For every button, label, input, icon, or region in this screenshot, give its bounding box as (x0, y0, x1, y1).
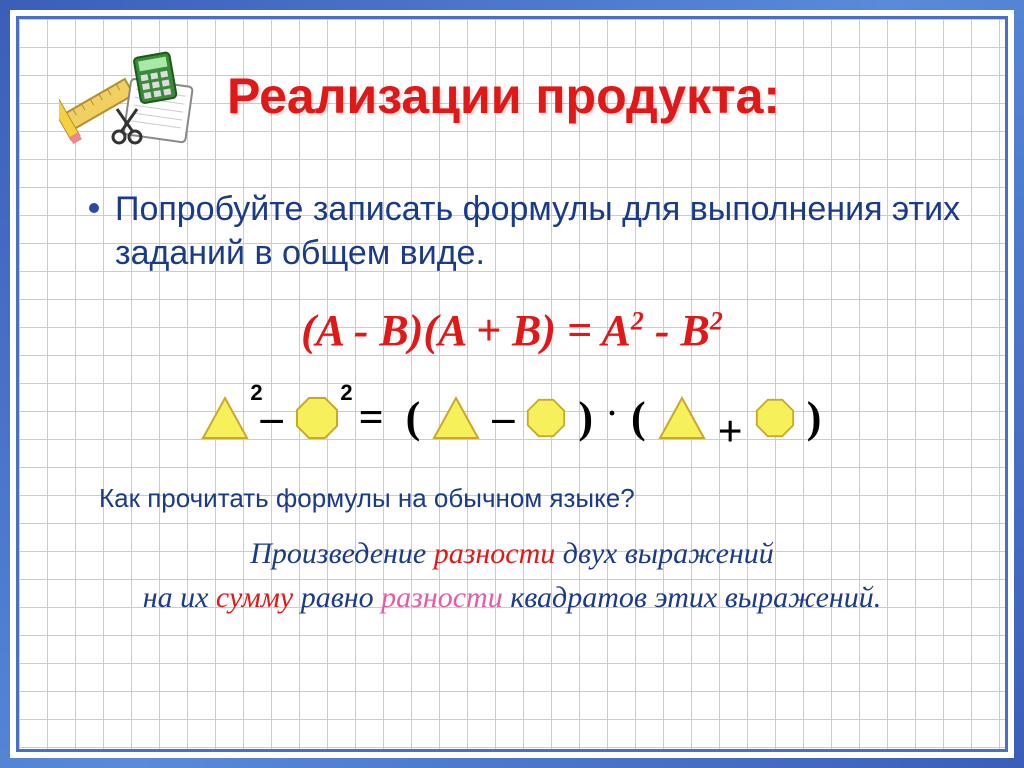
header-row: Реализации продукта: (59, 47, 965, 157)
rule-part: равно (293, 581, 381, 614)
rule-text: Произведение разности двух выражений на … (59, 532, 965, 619)
rule-part: Произведение (250, 537, 434, 570)
exponent-2: 2 (340, 380, 352, 406)
plus-op: + (716, 406, 745, 457)
paren-open: ( (404, 392, 423, 443)
dot-op: · (605, 397, 619, 431)
paren-close: ) (576, 392, 595, 443)
bullet-icon (89, 203, 99, 213)
formula-lhs: (A - B)(A + B) (301, 306, 556, 355)
algebraic-formula: (A - B)(A + B) = A2 - B2 (59, 305, 965, 356)
rule-part: на их (143, 581, 216, 614)
paren-close: ) (805, 392, 824, 443)
formula-eq: = (556, 306, 601, 355)
formula-rhs-minus-b: - B (644, 306, 710, 355)
question-text: Как прочитать формулы на обычном языке? (99, 483, 965, 514)
outer-frame: Реализации продукта: Попробуйте записать… (0, 0, 1024, 768)
triangle-shape: 2 (201, 396, 249, 440)
rule-pink: разности (381, 581, 503, 614)
equals-op: = (349, 392, 394, 443)
formula-sup-a: 2 (631, 307, 644, 336)
rule-red: сумму (216, 581, 293, 614)
triangle-shape (658, 396, 706, 440)
rule-part: двух выражений (555, 537, 773, 570)
shape-formula: 2 – 2 = ( – ) · ( + (59, 392, 965, 443)
triangle-shape (432, 396, 480, 440)
paren-open: ( (629, 392, 648, 443)
exponent-2: 2 (250, 380, 262, 406)
formula-sup-b: 2 (710, 307, 723, 336)
formula-rhs-a: A (601, 306, 630, 355)
octagon-shape (755, 398, 795, 438)
instruction-row: Попробуйте записать формулы для выполнен… (89, 187, 965, 275)
school-tools-icon (59, 47, 209, 157)
rule-part: квадратов этих выражений. (503, 581, 882, 614)
page-title: Реализации продукта: (227, 67, 780, 125)
octagon-shape: 2 (295, 396, 339, 440)
minus-op: – (490, 392, 516, 443)
instruction-text: Попробуйте записать формулы для выполнен… (115, 187, 965, 275)
slide-area: Реализации продукта: Попробуйте записать… (16, 16, 1008, 752)
octagon-shape (526, 398, 566, 438)
rule-red: разности (434, 537, 556, 570)
